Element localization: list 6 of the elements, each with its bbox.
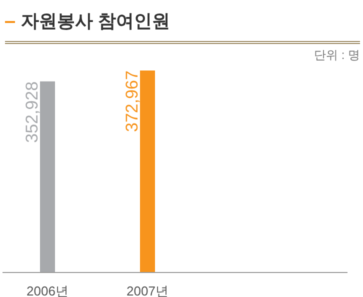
x-tick-label: 2007년	[126, 284, 168, 297]
data-label: 352,928	[22, 81, 42, 143]
data-label: 372,967	[122, 70, 142, 132]
chart-title: 자원봉사 참여인원	[5, 5, 360, 44]
text: 단위 : 명	[312, 46, 360, 64]
x-tick-label: 2006년	[26, 284, 68, 297]
